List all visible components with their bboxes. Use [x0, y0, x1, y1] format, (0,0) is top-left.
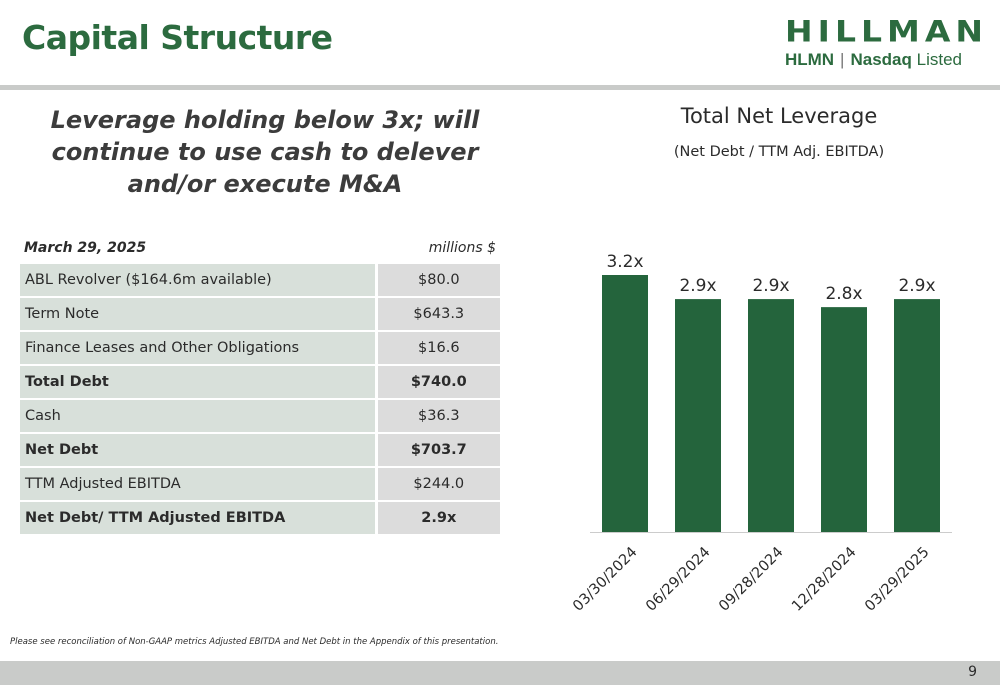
bar-value-label: 2.9x	[679, 276, 716, 296]
row-label: TTM Adjusted EBITDA	[20, 468, 378, 500]
row-label: ABL Revolver ($164.6m available)	[20, 264, 378, 296]
row-label: Net Debt	[20, 434, 378, 466]
x-tick-label: 09/28/2024	[716, 544, 786, 614]
headline: Leverage holding below 3x; will continue…	[50, 106, 480, 198]
footnote: Please see reconciliation of Non-GAAP me…	[10, 637, 499, 647]
table-row: Term Note $643.3	[20, 298, 500, 330]
row-label: Net Debt/ TTM Adjusted EBITDA	[20, 502, 378, 534]
capital-structure-table: ABL Revolver ($164.6m available) $80.0 Ter…	[20, 262, 500, 536]
company-logo: HILLMAN HLMN | Nasdaq Listed	[720, 13, 988, 70]
row-label: Finance Leases and Other Obligations	[20, 332, 378, 364]
bar-value-label: 2.9x	[752, 276, 789, 296]
bar	[602, 275, 648, 532]
row-value: $16.6	[377, 332, 500, 364]
bar	[894, 299, 940, 532]
bar	[675, 299, 721, 532]
logo-subline: HLMN | Nasdaq Listed	[720, 50, 962, 70]
table-header: March 29, 2025 millions $	[20, 238, 500, 260]
table-row: Cash $36.3	[20, 400, 500, 432]
table-row: Net Debt $703.7	[20, 434, 500, 466]
row-label: Term Note	[20, 298, 378, 330]
leverage-bar-chart: 3.2x 03/30/2024 2.9x 06/29/2024 2.9x 09/28/20…	[570, 252, 952, 615]
bar-value-label: 2.8x	[825, 284, 862, 304]
x-tick-label: 03/29/2025	[862, 544, 932, 614]
footer-bar: 9	[0, 661, 1000, 685]
x-tick-label: 12/28/2024	[789, 544, 859, 614]
logo-exchange: Nasdaq	[850, 50, 912, 69]
table-row: TTM Adjusted EBITDA $244.0	[20, 468, 500, 500]
bar	[821, 307, 867, 532]
logo-separator: |	[840, 50, 845, 69]
logo-listed: Listed	[916, 50, 962, 69]
table-units-label: millions $	[428, 240, 496, 256]
row-value: 2.9x	[377, 502, 500, 534]
row-label: Cash	[20, 400, 378, 432]
bar-value-label: 2.9x	[898, 276, 935, 296]
header-divider	[0, 85, 1000, 90]
row-value: $703.7	[377, 434, 500, 466]
table-row: Total Debt $740.0	[20, 366, 500, 398]
x-tick-label: 03/30/2024	[570, 544, 640, 614]
row-value: $80.0	[377, 264, 500, 296]
x-tick-label: 06/29/2024	[643, 544, 713, 614]
table-row: Net Debt/ TTM Adjusted EBITDA 2.9x	[20, 502, 500, 534]
chart-title: Total Net Leverage	[680, 104, 878, 128]
logo-wordmark: HILLMAN	[785, 13, 988, 49]
logo-ticker: HLMN	[784, 50, 835, 69]
row-value: $36.3	[377, 400, 500, 432]
bar	[748, 299, 794, 532]
table-row: ABL Revolver ($164.6m available) $80.0	[20, 264, 500, 296]
row-value: $740.0	[377, 366, 500, 398]
bar-value-label: 3.2x	[606, 252, 643, 272]
row-value: $244.0	[377, 468, 500, 500]
table-date-label: March 29, 2025	[24, 240, 147, 256]
page-number: 9	[968, 664, 977, 680]
page-title: Capital Structure	[22, 18, 333, 57]
chart-subtitle: (Net Debt / TTM Adj. EBITDA)	[673, 144, 885, 160]
row-value: $643.3	[377, 298, 500, 330]
table-row: Finance Leases and Other Obligations $16.…	[20, 332, 500, 364]
row-label: Total Debt	[20, 366, 378, 398]
